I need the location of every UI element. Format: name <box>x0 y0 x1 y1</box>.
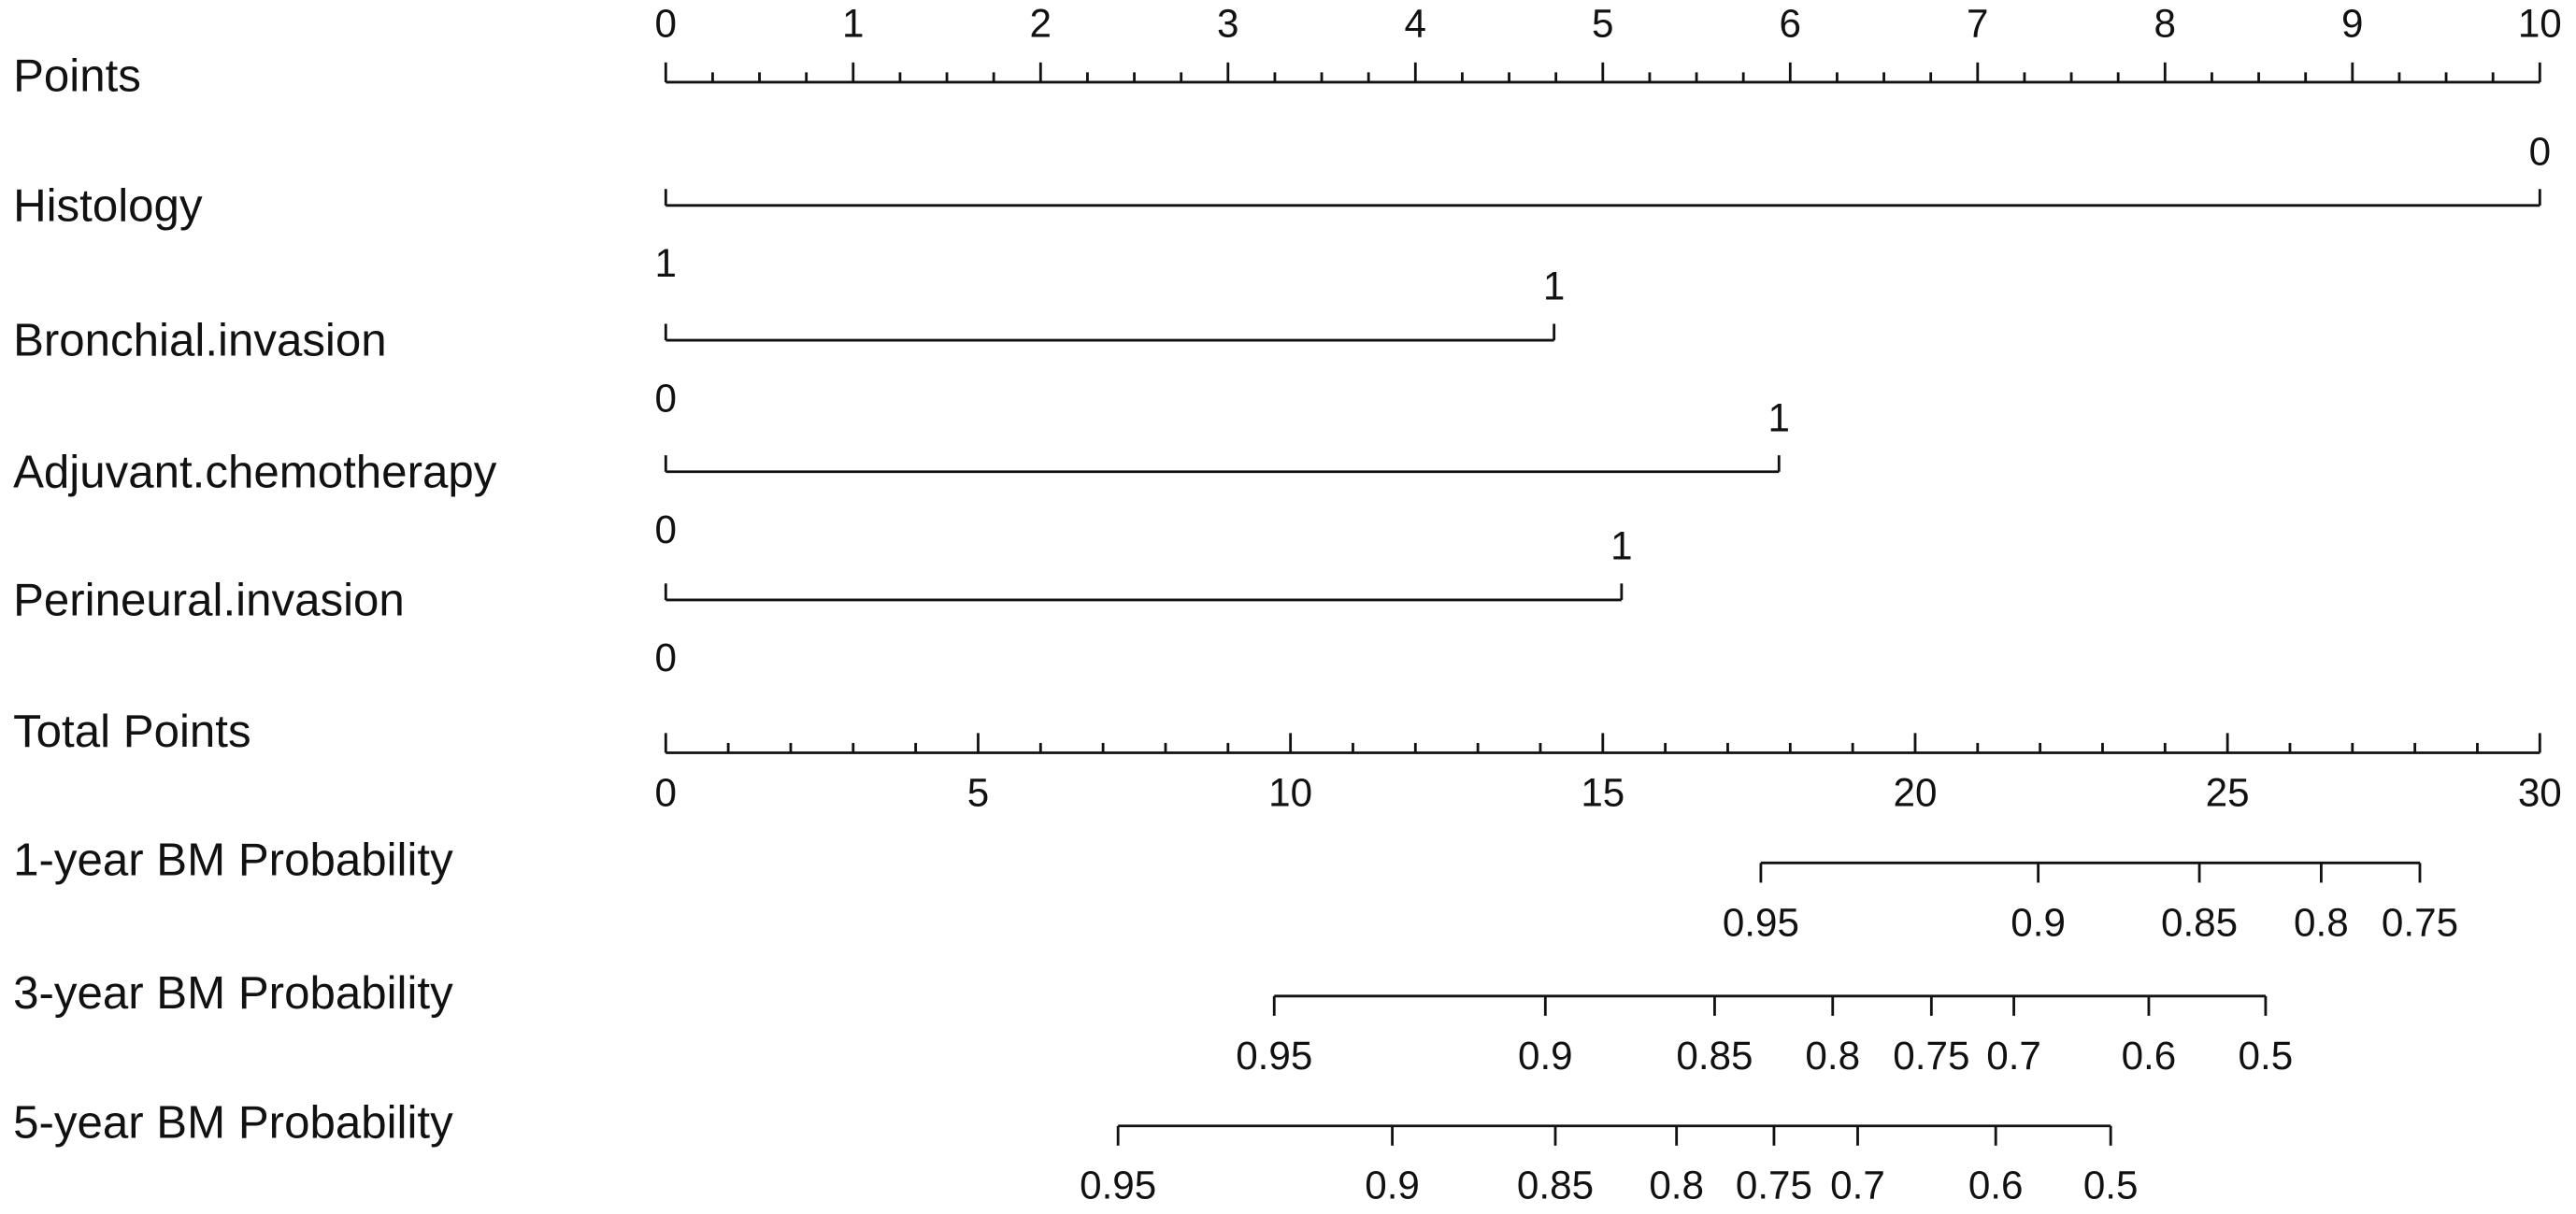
tick-label: 5 <box>1592 1 1613 45</box>
variable-label: Adjuvant.chemotherapy <box>13 446 497 497</box>
tick-label: 3 <box>1217 1 1238 45</box>
tick-label: 0 <box>655 770 677 814</box>
variable-label: Histology <box>13 179 203 231</box>
tick-label: 0.7 <box>1830 1164 1885 1207</box>
axis-label: Points <box>13 50 141 101</box>
tick-label: 0.75 <box>1736 1164 1812 1207</box>
tick-label: 0.6 <box>2122 1034 2177 1078</box>
tick-label: 0.5 <box>2083 1164 2139 1207</box>
tick-label: 0 <box>655 1 677 45</box>
tick-label: 4 <box>1405 1 1426 45</box>
axis-label: 5-year BM Probability <box>13 1097 453 1149</box>
tick-label: 2 <box>1030 1 1052 45</box>
tick-label: 0.7 <box>1986 1034 2041 1078</box>
level-label: 1 <box>655 241 677 285</box>
tick-label: 0.75 <box>1893 1034 1969 1078</box>
level-label: 0 <box>655 507 677 551</box>
level-label: 0 <box>655 636 677 679</box>
tick-label: 8 <box>2154 1 2176 45</box>
tick-label: 20 <box>1893 770 1937 814</box>
level-label: 1 <box>1610 524 1632 568</box>
tick-label: 15 <box>1581 770 1624 814</box>
tick-label: 0.6 <box>1968 1164 2024 1207</box>
tick-label: 7 <box>1967 1 1988 45</box>
tick-label: 5 <box>967 770 989 814</box>
tick-label: 30 <box>2518 770 2562 814</box>
tick-label: 0.9 <box>1365 1164 1420 1207</box>
variable-label: Perineural.invasion <box>13 574 405 625</box>
level-label: 0 <box>655 376 677 420</box>
tick-label: 9 <box>2341 1 2363 45</box>
tick-label: 0.8 <box>1805 1034 1860 1078</box>
tick-label: 10 <box>2518 1 2562 45</box>
axis-label: 3-year BM Probability <box>13 967 453 1019</box>
tick-label: 0.85 <box>2161 900 2238 944</box>
tick-label: 1 <box>842 1 864 45</box>
tick-label: 0.5 <box>2239 1034 2294 1078</box>
level-label: 1 <box>1543 264 1565 308</box>
tick-label: 0.75 <box>2382 900 2458 944</box>
tick-label: 0.8 <box>2294 900 2349 944</box>
axis-label: 1-year BM Probability <box>13 834 453 885</box>
tick-label: 0.95 <box>1723 900 1799 944</box>
tick-label: 0.85 <box>1517 1164 1594 1207</box>
tick-label: 0.9 <box>1518 1034 1573 1078</box>
tick-label: 0.9 <box>2011 900 2066 944</box>
tick-label: 25 <box>2206 770 2250 814</box>
tick-label: 10 <box>1268 770 1312 814</box>
variable-label: Bronchial.invasion <box>13 315 387 366</box>
axis-label: Total Points <box>13 706 251 757</box>
level-label: 0 <box>2529 129 2551 173</box>
tick-label: 0.95 <box>1236 1034 1312 1078</box>
tick-label: 0.85 <box>1676 1034 1753 1078</box>
tick-label: 0.95 <box>1080 1164 1156 1207</box>
level-label: 1 <box>1768 395 1790 439</box>
tick-label: 6 <box>1780 1 1801 45</box>
tick-label: 0.8 <box>1649 1164 1704 1207</box>
